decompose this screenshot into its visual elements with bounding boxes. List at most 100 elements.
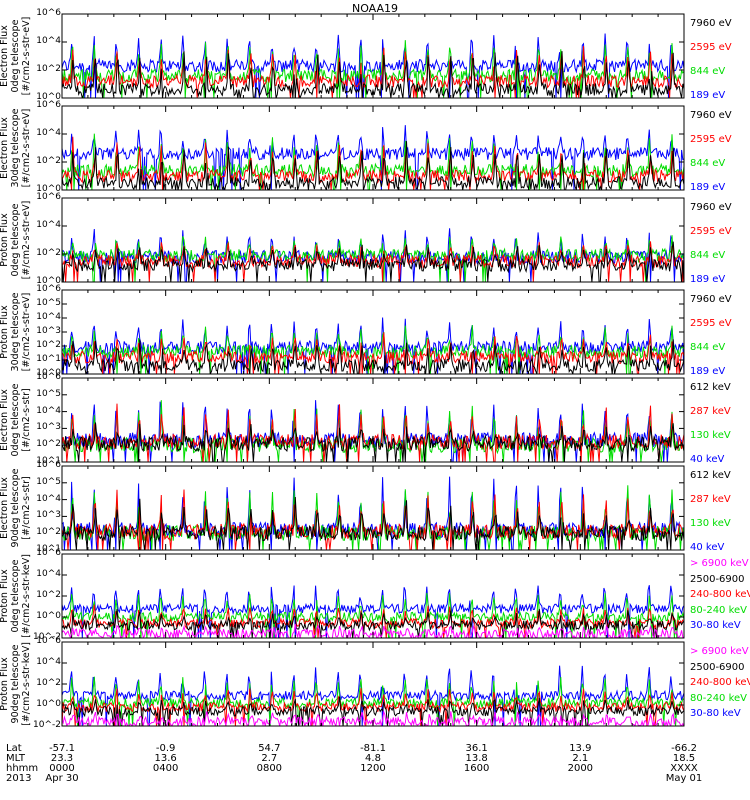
panel-1 [61,13,685,99]
legend-entry: 287 keV [690,406,731,417]
time-tick-label: 0000 [49,763,75,774]
y-tick-label: 10^2 [36,340,61,350]
series-line-287-kev [62,489,684,550]
lat-value: 13.9 [569,743,592,754]
y-tick-label: 10^0 [36,699,61,709]
y-axis-label-line: Proton Flux [0,213,10,267]
y-axis-label-line: Electron Flux [0,389,10,451]
legend-entry: 80-240 keV [690,604,748,616]
y-tick-label: 10^4 [36,220,61,230]
legend-entry: 612 keV [690,470,731,481]
legend-entry: 287 keV [690,494,731,505]
y-axis-label-line: [#/cm2-s-str-eV] [21,200,32,280]
legend-entry: 2595 eV [690,226,732,237]
y-tick-label: 10^1 [36,544,61,554]
legend-entry: 30-80 keV [690,620,741,631]
series-line-30-80-kev [62,585,684,638]
legend-entry: 240-800 keV [690,677,750,688]
mlt-value: 13.8 [465,753,488,764]
y-tick-label: 10^2 [36,678,61,688]
time-tick-label: 1600 [463,763,490,774]
y-tick-label: 10^3 [36,510,61,521]
y-tick-label: 10^4 [36,493,61,504]
panel-2 [61,105,685,191]
y-axis-label-line: Proton Flux [0,569,10,623]
panel-5 [61,377,685,463]
legend-entry: 844 eV [690,66,726,77]
legend-entry: > 6900 keV [690,646,749,657]
legend-entry: 40 keV [690,542,725,553]
y-tick-label: 10^-2 [33,632,61,642]
y-axis-label-line: [#/cm2-s-str-keV] [21,554,32,638]
series-line-844-ev [62,235,684,282]
y-tick-label: 10^1 [36,354,61,364]
lat-value: -0.9 [155,743,176,754]
date-label: Apr 30 [45,773,79,784]
lat-value: 36.1 [465,743,488,754]
ephemeris-row-header: hhmm [6,763,39,774]
y-tick-label: 10^6 [36,460,61,470]
legend-entry: 844 eV [690,250,726,261]
y-tick-label: 10^2 [36,590,61,600]
panel-4 [61,289,685,375]
y-tick-label: 10^4 [36,36,61,46]
mlt-value: 2.7 [261,753,278,764]
y-tick-label: 10^4 [36,657,61,667]
y-axis-label-line: 0deg telescope [10,19,21,93]
y-tick-label: 10^4 [36,569,61,579]
series-line-2500-6900 [62,608,684,638]
panel-3 [61,197,685,283]
legend-entry: 7960 eV [690,110,732,121]
legend-entry: 844 eV [690,342,726,353]
y-tick-label: 10^0 [36,184,61,194]
legend-entry: 40 keV [690,454,725,465]
y-tick-label: 10^4 [36,128,61,138]
lat-value: -57.1 [49,743,75,754]
series-line-612-kev [62,422,684,462]
y-axis-label-line: 30deg telescope [10,292,21,372]
y-tick-label: 10^6 [36,372,61,382]
series-line-844-ev [62,133,684,190]
legend-entry: 189 eV [690,90,726,101]
series-line-2595-ev [62,241,684,282]
y-tick-label: 10^0 [36,92,61,102]
y-axis-label-line: [#/cm2-s-str-eV] [21,16,32,96]
y-axis-label-line: 0deg telescope [10,559,21,633]
mlt-value: 18.5 [672,753,696,764]
date-label: May 01 [665,773,703,784]
series-line-287-kev [62,403,684,462]
time-tick-label: 0400 [152,763,179,774]
y-tick-label: 10^6 [36,8,61,18]
y-tick-label: 10^0 [36,276,61,286]
legend-entry: 844 eV [690,158,726,169]
y-axis-label-line: [#/cm2-s-str-eV] [21,108,32,188]
time-tick-label: 2000 [567,763,594,774]
y-tick-label: 10^1 [36,456,61,466]
y-axis-label-line: Electron Flux [0,477,10,539]
series-line-189-ev [62,125,684,190]
legend-entry: 189 eV [690,274,726,285]
legend-entry: 80-240 keV [690,692,748,704]
y-axis-label-line: Electron Flux [0,25,10,87]
y-tick-label: 10^2 [36,156,61,166]
series-line-7960-ev [62,241,684,282]
series-line-40-kev [62,476,684,550]
lat-value: -81.1 [360,743,386,754]
legend-entry: 2595 eV [690,42,732,53]
legend-entry: 2500-6900 [690,573,745,585]
y-tick-label: 10^6 [36,284,61,294]
y-axis-label-line: [#/cm2-s-str] [21,388,32,452]
y-tick-label: 10^5 [36,388,61,399]
series-line-7960-ev [62,339,684,374]
legend-entry: 130 keV [690,518,731,529]
y-axis-label-line: [#/cm2-s-str-eV] [21,292,32,372]
y-tick-label: 10^2 [36,439,61,450]
y-tick-label: 10^4 [36,405,61,416]
y-axis-label-line: 30deg telescope [10,108,21,188]
mlt-value: 13.6 [154,753,177,764]
ephemeris-row-header: MLT [6,753,25,764]
y-axis-label-line: Proton Flux [0,657,10,711]
y-axis-label-line: [#/cm2-s-str] [21,476,32,540]
